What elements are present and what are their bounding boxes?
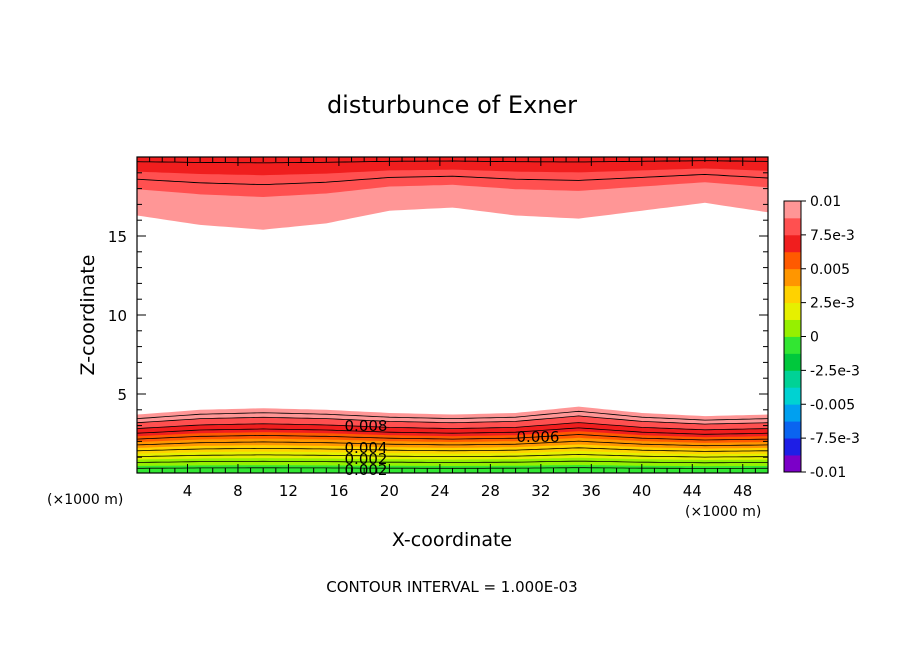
y-tick-label: 15	[108, 228, 127, 246]
chart-title: disturbunce of Exner	[327, 91, 577, 119]
contour-label-4: 0.002	[345, 461, 388, 479]
contour-label-1: 0.006	[517, 428, 560, 446]
x-tick-label: 36	[582, 482, 601, 500]
colorbar-swatch	[784, 234, 801, 253]
colorbar-swatch	[784, 438, 801, 456]
axis-ticks	[137, 157, 768, 473]
bottom-contour-4	[136, 434, 769, 441]
y-tick-label: 5	[117, 386, 127, 404]
colorbar-swatch	[784, 302, 801, 320]
bottom-contour-7	[136, 453, 769, 458]
colorbar-label: 0.01	[810, 194, 841, 210]
x-tick-label: 16	[329, 482, 348, 500]
x-unit-left: (×1000 m)	[47, 492, 123, 508]
bottom-contour-6	[136, 447, 768, 452]
colorbar-swatch	[784, 336, 801, 354]
colorbar	[783, 200, 802, 473]
colorbar-label: 7.5e-3	[810, 228, 855, 244]
colorbar-swatch	[784, 387, 801, 405]
x-tick-label: 12	[279, 482, 298, 500]
colorbar-label: -0.01	[810, 465, 846, 481]
colorbar-swatch	[784, 217, 801, 236]
colorbar-label: 0.005	[810, 262, 850, 278]
x-tick-label: 28	[481, 482, 500, 500]
colorbar-swatch	[784, 404, 801, 422]
contour-interval-note: CONTOUR INTERVAL = 1.000E-03	[326, 578, 577, 596]
colorbar-swatch	[784, 370, 801, 388]
x-tick-label: 44	[683, 482, 702, 500]
contour-label-2: 0.004	[345, 439, 388, 457]
x-tick-label: 8	[233, 482, 243, 500]
colorbar-label: -2.5e-3	[810, 363, 860, 379]
bottom-contour-1	[136, 415, 769, 425]
x-tick-label: 32	[531, 482, 550, 500]
colorbar-swatch	[784, 285, 801, 304]
x-tick-labels: 4 8 12 16 20 24 28 32 36 40 44 48	[183, 482, 753, 500]
colorbar-swatch	[784, 251, 801, 270]
contour-fills	[137, 157, 768, 473]
x-tick-label: 4	[183, 482, 193, 500]
colorbar-swatch	[784, 421, 801, 439]
colorbar-label: -7.5e-3	[810, 431, 860, 447]
y-tick-labels: 5 10 15	[108, 228, 127, 404]
colorbar-labels: 0.01 7.5e-3 0.005 2.5e-3 0 -2.5e-3 -0.005 -7.5e…	[801, 194, 860, 481]
colorbar-swatch	[784, 455, 801, 473]
y-axis-label: Z-coordinate	[77, 255, 99, 376]
x-tick-label: 24	[430, 482, 449, 500]
contour-label-0: 0.008	[345, 417, 388, 435]
contour-label-3: 0.002	[345, 450, 388, 468]
colorbar-swatch	[784, 319, 801, 337]
top-contour-0	[136, 173, 769, 186]
colorbar-swatch	[784, 353, 801, 371]
colorbar-label: 0	[810, 330, 819, 346]
colorbar-label: -0.005	[810, 397, 855, 413]
x-unit-right: (×1000 m)	[685, 504, 761, 520]
colorbar-label: 2.5e-3	[810, 296, 855, 312]
bottom-contour-2	[136, 422, 769, 431]
bottom-contour-5	[136, 440, 769, 447]
x-tick-label: 48	[733, 482, 752, 500]
bottom-contour-0	[136, 410, 769, 421]
x-axis-label: X-coordinate	[392, 529, 512, 551]
x-tick-label: 20	[380, 482, 399, 500]
y-tick-label: 10	[108, 307, 127, 325]
bottom-contour-3	[136, 427, 769, 435]
x-tick-label: 40	[632, 482, 651, 500]
colorbar-swatch	[784, 201, 801, 219]
colorbar-swatch	[784, 268, 801, 287]
bottom-contour-8	[136, 460, 768, 464]
